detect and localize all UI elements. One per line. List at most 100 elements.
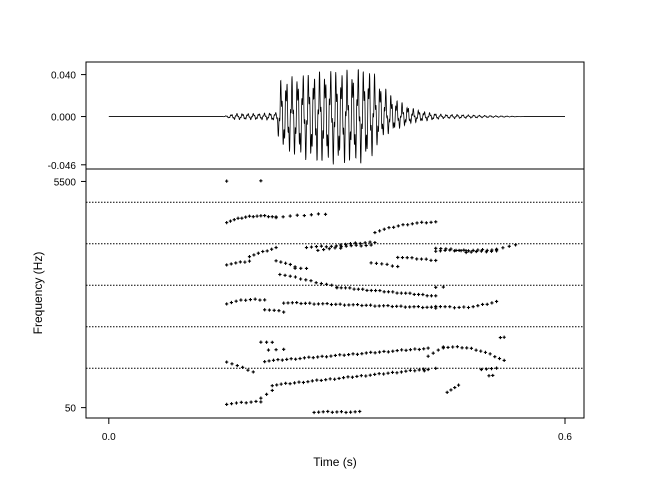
- formant-point: [434, 366, 438, 370]
- formant-point: [278, 272, 282, 277]
- formant-point: [238, 260, 242, 264]
- formant-point: [225, 302, 229, 306]
- formant-point: [451, 345, 455, 349]
- formant-point: [276, 358, 280, 362]
- formant-point: [360, 303, 364, 308]
- formant-point: [449, 388, 453, 392]
- formant-point: [301, 380, 306, 385]
- formant-point: [344, 244, 348, 248]
- formant-point: [479, 349, 483, 353]
- formant-point: [329, 354, 333, 358]
- formant-point: [377, 229, 382, 233]
- formant-point: [259, 214, 263, 218]
- formant-point: [321, 410, 325, 414]
- gridlines: [86, 201, 584, 369]
- formant-point: [232, 218, 236, 222]
- formant-point: [502, 358, 506, 362]
- formant-point: [249, 400, 253, 404]
- formant-point: [351, 352, 355, 356]
- formant-point: [365, 288, 369, 293]
- formant-point: [390, 370, 395, 374]
- formant-point: [230, 362, 234, 366]
- formant-point: [343, 286, 348, 290]
- formant-point: [323, 212, 328, 216]
- formant-point: [330, 410, 334, 414]
- formant-point: [270, 340, 274, 344]
- waveform-panel: 0.040 0.000 -0.046: [48, 61, 585, 172]
- formant-point: [281, 215, 285, 219]
- formant-point: [251, 215, 255, 219]
- time-x-tick-label: 0.0: [102, 432, 116, 443]
- formant-point: [396, 224, 400, 228]
- formant-point: [441, 285, 445, 289]
- formant-point: [333, 377, 337, 381]
- formant-point: [270, 247, 274, 251]
- formant-point: [426, 367, 430, 372]
- formant-point: [413, 347, 417, 351]
- formant-point: [234, 261, 238, 265]
- formant-point: [263, 298, 267, 302]
- formant-point: [386, 303, 390, 308]
- formant-point: [282, 301, 286, 305]
- formant-point: [314, 245, 319, 249]
- formant-point: [347, 303, 351, 307]
- formant-point: [299, 266, 303, 270]
- formant-frame: [85, 168, 585, 419]
- formant-point: [292, 381, 297, 385]
- formant-point: [494, 249, 499, 253]
- formant-point: [444, 247, 448, 251]
- formant-point: [322, 247, 326, 252]
- formant-point: [386, 371, 390, 375]
- formant-point: [314, 281, 318, 285]
- formant-point: [368, 373, 372, 377]
- formant-point: [348, 242, 353, 246]
- formant-point: [377, 372, 381, 376]
- formant-point: [373, 230, 377, 235]
- formant-point: [373, 288, 378, 293]
- formant-point: [464, 250, 468, 255]
- formant-point: [484, 367, 489, 371]
- formant-point: [410, 222, 414, 226]
- formant-point: [279, 382, 283, 386]
- formant-point: [439, 246, 443, 251]
- formant-point: [355, 374, 359, 379]
- formant-point: [358, 241, 362, 246]
- formant-point: [309, 279, 313, 283]
- formant-point: [369, 288, 373, 293]
- formant-point: [316, 248, 320, 253]
- formant-point: [449, 247, 453, 251]
- formant-point: [288, 274, 292, 278]
- formant-point: [456, 383, 461, 387]
- formant-point: [419, 257, 424, 261]
- formant-point: [288, 214, 292, 218]
- formant-point: [239, 298, 243, 302]
- formant-point: [327, 247, 331, 251]
- formant-point: [412, 305, 416, 309]
- formant-point: [229, 262, 233, 266]
- formant-point: [351, 303, 355, 307]
- formant-point: [385, 262, 389, 266]
- formant-point: [302, 213, 306, 218]
- formant-point: [425, 294, 429, 298]
- formant-point: [403, 305, 407, 309]
- formant-point: [267, 308, 272, 312]
- formant-point: [324, 378, 328, 382]
- formant-point: [295, 300, 299, 305]
- waveform-y-tick-label: 0.000: [51, 113, 76, 124]
- formant-point: [324, 282, 329, 286]
- formant-point: [344, 410, 348, 415]
- formant-point: [308, 301, 312, 305]
- formant-point: [247, 214, 252, 218]
- formant-point: [443, 305, 447, 309]
- formant-point: [377, 350, 382, 354]
- formant-point: [259, 340, 263, 344]
- formant-point: [391, 349, 395, 353]
- formant-point: [343, 242, 348, 246]
- formant-point: [309, 213, 313, 217]
- formant-point: [488, 352, 492, 356]
- formant-point: [309, 245, 314, 249]
- formant-point: [401, 223, 405, 227]
- formant-point: [263, 308, 267, 312]
- formant-point: [319, 378, 323, 383]
